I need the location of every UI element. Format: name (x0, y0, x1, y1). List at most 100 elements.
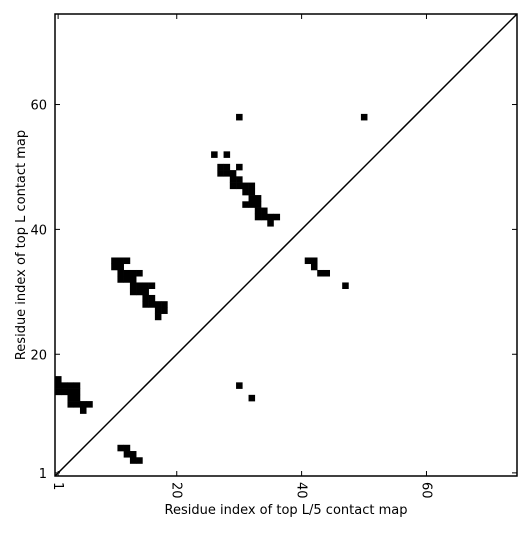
contact-cell (267, 220, 274, 227)
contact-cell (242, 188, 249, 196)
contact-cell (129, 276, 137, 283)
contact-cell (223, 151, 231, 158)
contact-cell (242, 201, 249, 208)
contact-cell (73, 382, 81, 389)
contact-cell (129, 457, 137, 464)
contact-cell (123, 269, 131, 277)
contact-cell (117, 257, 124, 265)
y-tick-label: 40 (30, 223, 47, 238)
contact-cell (129, 451, 137, 458)
contact-cell (248, 201, 256, 208)
y-axis-label: Residue index of top L contact map (14, 130, 29, 360)
contact-cell (55, 388, 62, 396)
contact-cell (254, 195, 262, 202)
contact-cell (248, 182, 256, 190)
contact-cell (148, 294, 156, 302)
x-tick-label: 40 (294, 482, 309, 499)
x-tick-label: 1 (50, 482, 65, 490)
x-tick-label: 20 (169, 482, 184, 499)
contact-cell (229, 182, 237, 190)
contact-cell (117, 276, 124, 283)
contact-cell (73, 388, 81, 396)
contact-cell (79, 401, 87, 408)
contact-cell (67, 382, 75, 389)
contact-cell (142, 294, 149, 302)
contact-cell (136, 457, 143, 464)
contact-cell (61, 388, 68, 396)
contact-cell (267, 213, 274, 221)
contact-cell (217, 163, 224, 171)
contact-cell (304, 257, 312, 265)
contact-cell (148, 301, 156, 308)
contact-cell (236, 113, 243, 121)
contact-cell (154, 301, 162, 308)
contact-cell (136, 282, 143, 290)
contact-cell (79, 407, 87, 414)
contact-cell (123, 276, 131, 283)
y-tick-label: 20 (30, 348, 47, 363)
contact-cell (117, 444, 124, 452)
contact-cell (86, 401, 93, 408)
contact-cell (229, 176, 237, 183)
contact-cell (154, 313, 162, 321)
contact-cell (142, 282, 149, 290)
contact-cell (154, 307, 162, 314)
contact-cell (236, 176, 243, 183)
contact-cell (248, 195, 256, 202)
contact-cell (323, 269, 331, 277)
contact-cell (73, 401, 81, 408)
contact-cell (67, 394, 75, 402)
contact-cell (123, 451, 131, 458)
contact-cell (310, 257, 318, 265)
contact-cell (223, 170, 231, 177)
contact-cell (317, 269, 324, 277)
x-axis-label: Residue index of top L/5 contact map (165, 503, 408, 518)
contact-cell (223, 163, 231, 171)
contact-cell (111, 257, 118, 265)
contact-cell (123, 444, 131, 452)
plot-frame (54, 13, 518, 477)
contact-cell (211, 151, 218, 158)
contact-cell (236, 382, 243, 389)
contact-cell (254, 201, 262, 208)
y-tick-label: 60 (30, 99, 47, 114)
contact-cell (310, 263, 318, 271)
contact-cell (273, 213, 281, 221)
contact-cell (248, 188, 256, 196)
contact-cell (360, 113, 368, 121)
contact-cell (111, 263, 118, 271)
contact-cell (161, 301, 168, 308)
contact-cell (161, 307, 168, 314)
contact-cell (248, 394, 256, 402)
contact-cell (242, 182, 249, 190)
contact-cell (129, 288, 137, 296)
contact-cell (136, 288, 143, 296)
contact-cell (129, 282, 137, 290)
contact-cell (217, 170, 224, 177)
contact-cell (342, 282, 349, 290)
contact-cell (236, 182, 243, 190)
contact-cell (61, 382, 68, 389)
contact-cell (142, 288, 149, 296)
contact-cell (55, 382, 62, 389)
contact-cell (55, 376, 62, 383)
contact-cell (254, 213, 262, 221)
contact-cell (254, 207, 262, 215)
x-tick-label: 60 (418, 482, 433, 499)
contact-cell (73, 394, 81, 402)
contact-cell (67, 388, 75, 396)
contact-cell (229, 170, 237, 177)
contact-cell (129, 269, 137, 277)
contact-cell (67, 401, 75, 408)
contact-cell (136, 269, 143, 277)
contact-cell (117, 263, 124, 271)
contact-cell (236, 163, 243, 171)
contact-cell (148, 282, 156, 290)
contact-cell (261, 213, 268, 221)
contact-cell (123, 257, 131, 265)
y-tick-label: 1 (39, 467, 47, 482)
contact-cell (261, 207, 268, 215)
contact-cell (142, 301, 149, 308)
diagonal-line (54, 13, 518, 477)
